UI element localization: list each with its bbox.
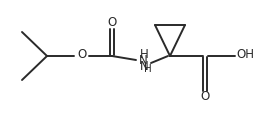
Text: N: N: [139, 55, 147, 67]
Text: H: H: [144, 64, 152, 74]
Text: O: O: [77, 48, 87, 61]
Text: O: O: [200, 89, 210, 103]
Text: OH: OH: [236, 48, 254, 61]
Text: O: O: [107, 17, 117, 30]
Text: H
N: H N: [140, 48, 148, 74]
